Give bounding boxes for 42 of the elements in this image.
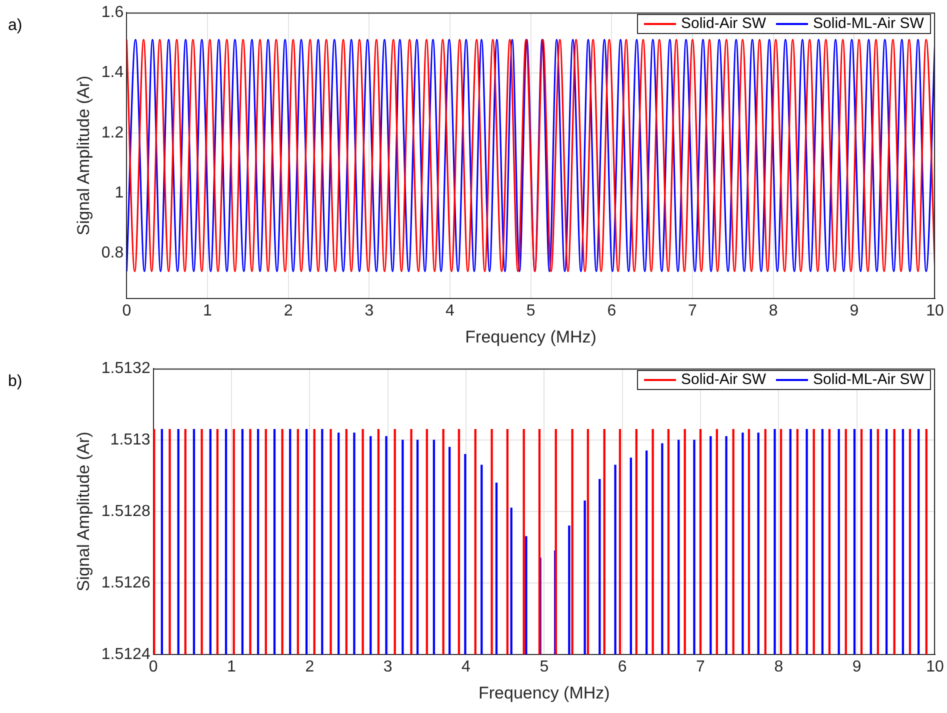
legend-label: Solid-Air SW [681,370,766,389]
x-tick-label: 6 [607,302,616,320]
x-axis-title: Frequency (MHz) [465,327,596,346]
y-axis-title: Signal Amplitude (Ar) [74,432,93,592]
x-tick-label: 10 [926,658,944,676]
legend-label: Solid-ML-Air SW [813,370,924,389]
y-tick-label: 1.513 [110,431,150,448]
x-tick-label: 9 [852,658,862,676]
y-axis-title: Signal Amplitude (Ar) [74,76,93,236]
x-tick-label: 8 [774,658,784,676]
x-tick-label: 4 [462,658,471,676]
x-tick-label: 0 [122,302,132,320]
x-tick-label: 2 [284,302,293,320]
chart-title: a) [8,16,22,35]
x-tick-label: 2 [305,658,314,676]
x-axis-title: Frequency (MHz) [478,683,610,702]
y-tick-label: 0.8 [101,244,124,262]
x-tick-label: 5 [540,658,549,676]
x-tick-label: 8 [768,302,778,320]
x-tick-label: 3 [364,302,374,320]
legend-label: Solid-Air SW [681,14,766,33]
y-tick-label: 1.5128 [101,502,150,520]
x-tick-label: 6 [618,658,627,676]
x-tick-label: 4 [446,302,455,320]
x-tick-label: 5 [526,302,536,320]
y-tick-label: 1.5126 [101,574,150,592]
x-tick-label: 7 [688,302,698,320]
x-tick-label: 9 [850,302,859,320]
x-tick-label: 0 [148,658,158,676]
y-tick-label: 1.6 [101,4,124,22]
y-tick-label: 1.4 [101,64,124,82]
x-tick-label: 3 [383,658,392,676]
x-tick-label: 1 [227,658,236,676]
text: b) [8,372,22,391]
x-tick-label: 1 [203,302,212,320]
x-tick-label: 10 [926,302,944,320]
y-tick-label: 1 [114,184,124,202]
y-tick-label: 1.2 [101,124,124,142]
y-tick-label: 1.5132 [101,360,150,378]
x-tick-label: 7 [696,658,706,676]
y-tick-label: 1.5124 [101,646,150,663]
legend-label: Solid-ML-Air SW [813,14,924,33]
